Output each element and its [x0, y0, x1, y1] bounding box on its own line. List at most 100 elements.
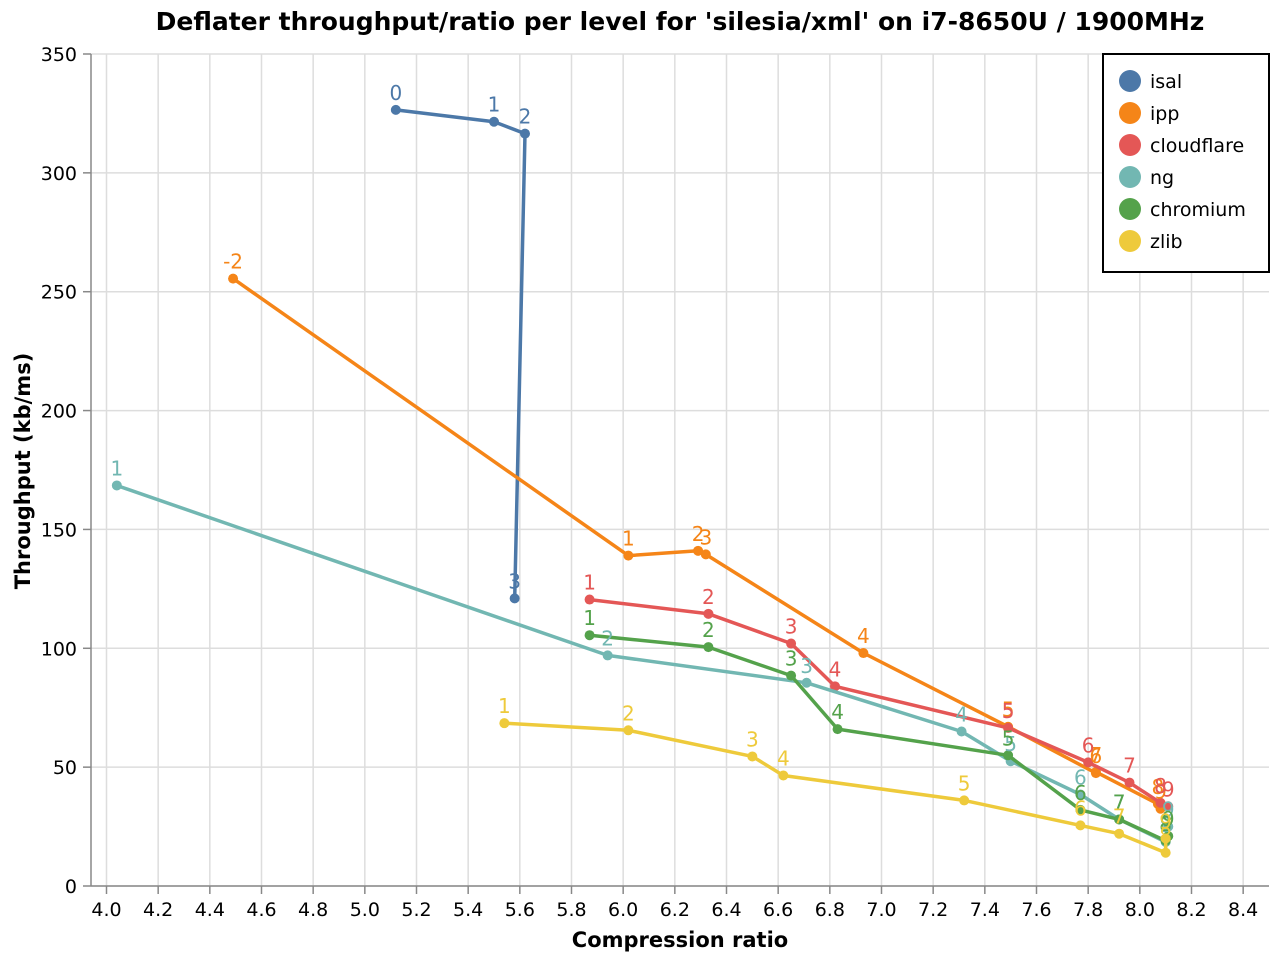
data-point-zlib: [747, 751, 758, 762]
x-tick-label: 4.4: [195, 899, 225, 921]
x-tick-label: 4.2: [143, 899, 173, 921]
x-tick-label: 6.4: [711, 899, 741, 921]
data-label-chromium: 4: [831, 700, 844, 724]
legend-swatch-ipp: [1119, 102, 1141, 124]
data-point-cloudflare: [1163, 801, 1174, 812]
data-label-ng: 5: [1004, 732, 1017, 756]
data-point-ipp: [623, 550, 634, 561]
grid: [91, 53, 1269, 887]
data-label-ipp: 8: [1152, 775, 1165, 799]
data-point-chromium: [1075, 804, 1086, 815]
data-label-ipp: 6: [1090, 744, 1103, 768]
y-tick-label: 200: [41, 401, 77, 423]
series-cloudflare: [584, 594, 1174, 812]
data-label-cloudflare: 7: [1123, 754, 1136, 778]
data-point-ng: [602, 650, 613, 661]
data-label-zlib: 8: [1159, 824, 1172, 848]
data-label-isal: 2: [519, 105, 532, 129]
data-label-ipp: 1: [622, 527, 635, 551]
x-tick-label: 7.6: [1021, 899, 1051, 921]
data-point-zlib: [778, 770, 789, 781]
data-point-zlib: [1160, 833, 1171, 844]
data-label-ipp: -2: [223, 250, 243, 274]
data-label-zlib: 3: [746, 727, 759, 751]
data-label-chromium: 5: [1002, 726, 1015, 750]
data-point-chromium: [703, 642, 714, 653]
data-label-zlib: 2: [622, 701, 635, 725]
data-label-ipp: 7: [1090, 743, 1103, 767]
data-point-cloudflare: [786, 638, 797, 649]
data-label-ng: 4: [955, 702, 968, 726]
data-label-cloudflare: 6: [1082, 733, 1095, 757]
y-tick-label: 250: [41, 282, 77, 304]
data-point-chromium: [584, 630, 595, 641]
data-label-cloudflare: 8: [1154, 774, 1167, 798]
series-layer: [111, 104, 1174, 858]
legend-label-ng: ng: [1150, 167, 1174, 189]
chart-title: Deflater throughput/ratio per level for …: [156, 7, 1205, 36]
data-point-ipp: [693, 545, 704, 556]
legend-swatch-zlib: [1119, 230, 1141, 252]
data-point-cloudflare: [830, 681, 840, 692]
data-label-ng: 1: [110, 456, 123, 480]
data-point-ipp: [700, 549, 711, 560]
data-label-zlib: 4: [777, 746, 790, 770]
data-point-isal: [509, 593, 520, 604]
legend-label-isal: isal: [1150, 71, 1182, 93]
legend-swatch-chromium: [1119, 198, 1141, 220]
y-tick-label: 350: [41, 44, 77, 66]
data-point-zlib: [959, 795, 970, 806]
data-label-isal: 1: [488, 93, 501, 117]
series-line-ng: [115, 483, 1170, 844]
data-label-ng: 9: [1162, 798, 1175, 822]
data-label-chromium: 8: [1159, 812, 1172, 836]
series-isal: [390, 104, 530, 604]
data-label-chromium: 1: [583, 606, 596, 630]
data-point-cloudflare: [1003, 722, 1014, 733]
x-tick-label: 8.0: [1125, 899, 1155, 921]
x-tick-label: 5.6: [505, 899, 535, 921]
data-point-isal: [390, 104, 401, 115]
data-label-cloudflare: 2: [702, 585, 715, 609]
legend-label-ipp: ipp: [1150, 103, 1179, 125]
y-tick-label: 150: [41, 519, 77, 541]
data-point-cloudflare: [1155, 797, 1166, 808]
data-label-chromium: 2: [702, 618, 715, 642]
x-tick-label: 4.8: [298, 899, 328, 921]
data-point-ipp: [858, 648, 869, 659]
data-label-ipp: 4: [857, 624, 870, 648]
data-label-ipp: 5: [1002, 698, 1015, 722]
x-tick-label: 7.2: [918, 899, 948, 921]
x-tick-label: 7.4: [970, 899, 1000, 921]
x-tick-label: 5.0: [350, 899, 380, 921]
data-label-cloudflare: 9: [1162, 777, 1175, 801]
x-tick-label: 6.2: [660, 899, 690, 921]
data-label-chromium: 3: [785, 647, 798, 671]
x-axis-title: Compression ratio: [572, 928, 788, 952]
data-label-ng: 6: [1074, 765, 1087, 789]
data-label-cloudflare: 1: [583, 571, 596, 595]
x-tick-label: 7.0: [866, 899, 896, 921]
data-label-cloudflare: 5: [1002, 699, 1015, 723]
x-tick-label: 5.2: [401, 899, 431, 921]
data-label-chromium: 7: [1113, 790, 1126, 814]
data-label-zlib: 5: [958, 771, 971, 795]
data-label-zlib: 9: [1159, 809, 1172, 833]
data-label-isal: 0: [389, 81, 402, 105]
data-point-zlib: [1075, 820, 1086, 831]
x-tick-label: 6.6: [763, 899, 793, 921]
data-point-cloudflare: [1083, 757, 1094, 768]
data-label-cloudflare: 4: [829, 657, 842, 681]
y-tick-label: 100: [41, 638, 77, 660]
data-label-ng: 8: [1159, 813, 1172, 837]
legend: isal ipp cloudflare ng chromium zlib: [1102, 53, 1270, 273]
data-point-ng: [111, 480, 122, 491]
data-point-chromium: [1003, 750, 1014, 761]
y-tick-label: 0: [65, 876, 77, 898]
data-point-zlib: [499, 718, 510, 729]
data-point-chromium: [786, 670, 797, 681]
data-label-chromium: 6: [1074, 781, 1087, 805]
data-point-ipp: [228, 273, 239, 284]
